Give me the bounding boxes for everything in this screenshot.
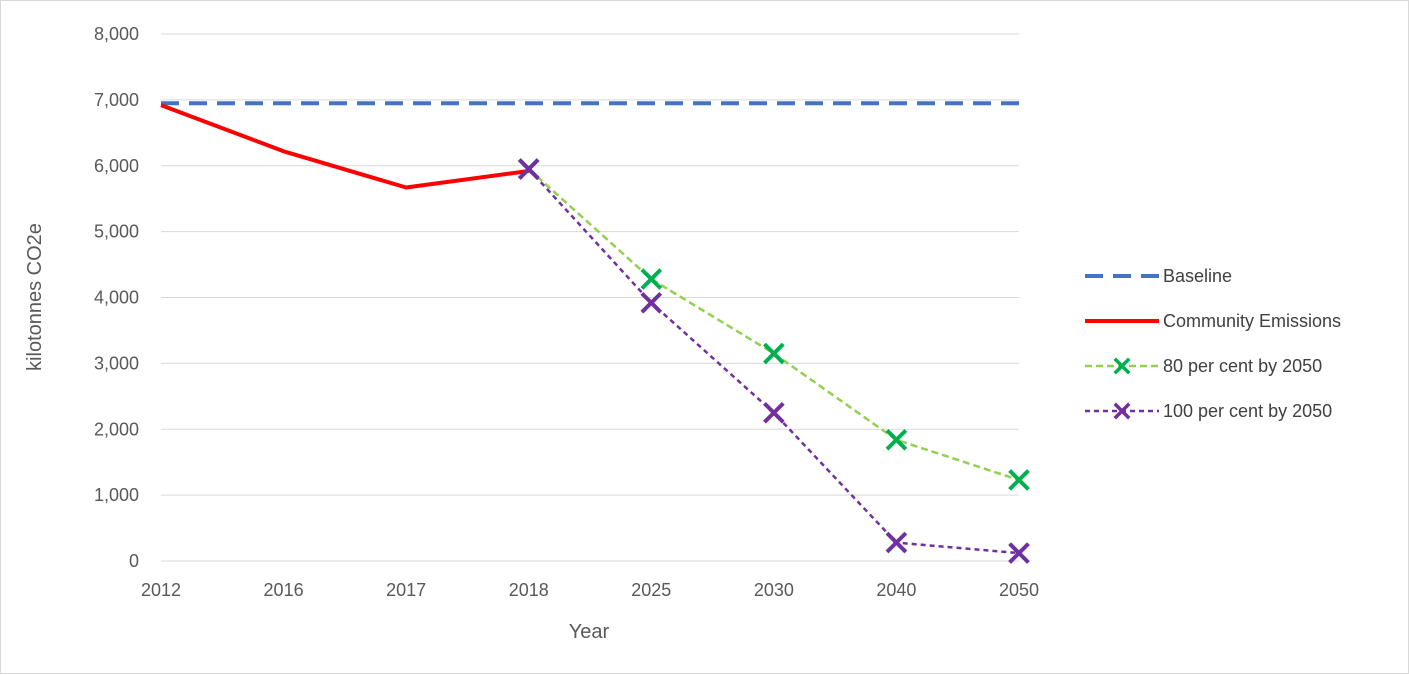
legend-item-baseline: Baseline [1085,266,1232,286]
data-point-100-per-cent-by-2050 [640,291,663,314]
legend-label: 80 per cent by 2050 [1163,356,1322,376]
legend-label: Baseline [1163,266,1232,286]
legend-marker-x-icon [1113,402,1131,420]
x-tick-label: 2017 [386,580,426,600]
series-line-80-per-cent-by-2050 [527,168,1020,482]
legend-item-80-per-cent-by-2050: 80 per cent by 2050 [1085,356,1322,376]
x-tick-label: 2030 [754,580,794,600]
x-tick-label: 2016 [264,580,304,600]
axes: 0 1,000 2,000 3,000 4,000 5,000 6,000 7,000 8,00… [94,24,1039,600]
series-line-community-emissions [160,103,529,190]
data-point-100-per-cent-by-2050 [885,531,908,554]
x-tick-label: 2040 [876,580,916,600]
data-point-80-per-cent-by-2050 [1008,469,1030,491]
y-tick-label: 3,000 [94,353,139,373]
x-tick-label: 2050 [999,580,1039,600]
gridlines [161,33,1019,562]
legend: Baseline Community Emissions 80 per cent b… [1085,266,1341,421]
data-point-100-per-cent-by-2050 [517,158,540,180]
y-tick-label: 1,000 [94,485,139,505]
x-tick-label: 2018 [509,580,549,600]
legend-label: 100 per cent by 2050 [1163,401,1332,421]
data-point-80-per-cent-by-2050 [640,268,663,290]
data-point-100-per-cent-by-2050 [1008,542,1030,564]
legend-item-community-emissions: Community Emissions [1085,311,1341,331]
x-tick-label: 2025 [631,580,671,600]
data-point-80-per-cent-by-2050 [885,428,908,451]
y-tick-label: 6,000 [94,156,139,176]
y-axis-title: kilotonnes CO2e [24,223,46,371]
y-tick-label: 7,000 [94,90,139,110]
y-tick-label: 2,000 [94,419,139,439]
y-tick-label: 8,000 [94,24,139,44]
data-point-100-per-cent-by-2050 [763,401,785,424]
series-layer [160,101,1030,564]
y-tick-label: 0 [129,551,139,571]
y-tick-label: 4,000 [94,288,139,308]
data-point-80-per-cent-by-2050 [763,342,785,365]
x-axis-title: Year [569,621,610,643]
legend-marker-x-icon [1113,357,1131,375]
x-tick-label: 2012 [141,580,181,600]
y-tick-label: 5,000 [94,222,139,242]
legend-label: Community Emissions [1163,311,1341,331]
legend-item-100-per-cent-by-2050: 100 per cent by 2050 [1085,401,1332,421]
